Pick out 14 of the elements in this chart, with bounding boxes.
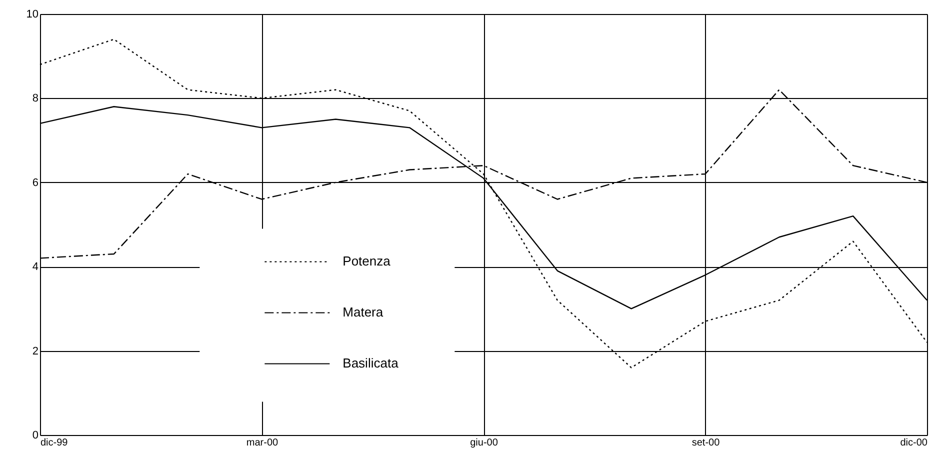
y-tick-label: 6 bbox=[32, 176, 38, 189]
x-tick-label: set-00 bbox=[692, 438, 720, 448]
y-tick-label: 8 bbox=[32, 92, 38, 105]
legend-label: Basilicata bbox=[342, 356, 400, 371]
y-tick-label: 10 bbox=[26, 8, 38, 20]
legend-label: Matera bbox=[342, 304, 384, 320]
legend-label: Potenza bbox=[342, 254, 392, 269]
y-tick-label: 2 bbox=[32, 345, 38, 358]
x-tick-label: dic-99 bbox=[40, 438, 68, 448]
y-tick-label: 4 bbox=[32, 261, 38, 274]
x-tick-label: dic-00 bbox=[900, 438, 928, 448]
y-tick-label: 0 bbox=[32, 430, 38, 442]
x-tick-label: mar-00 bbox=[246, 438, 279, 448]
x-tick-label: giu-00 bbox=[470, 438, 498, 448]
